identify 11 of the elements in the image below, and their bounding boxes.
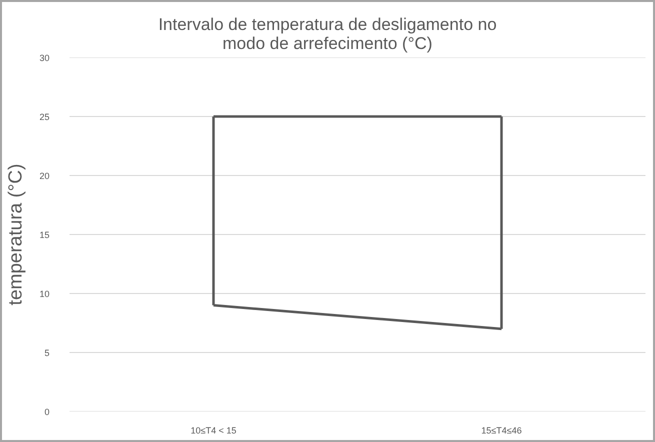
y-tick-label: 25 <box>39 112 50 122</box>
y-tick-label: 0 <box>44 407 50 417</box>
x-tick-label: 15≤T4≤46 <box>481 426 522 436</box>
y-tick-label: 15 <box>39 230 50 240</box>
chart-title: Intervalo de temperatura de desligamento no modo de arrefecimento (°C) <box>158 15 497 53</box>
x-tick-label: 10≤T4 < 15 <box>190 426 236 436</box>
y-tick-label: 20 <box>39 171 50 181</box>
y-tick-label: 30 <box>39 53 50 63</box>
y-tick-label: 10 <box>39 289 50 299</box>
y-tick-label: 5 <box>44 348 50 358</box>
y-axis-title: temperatura (°C) <box>5 164 26 306</box>
